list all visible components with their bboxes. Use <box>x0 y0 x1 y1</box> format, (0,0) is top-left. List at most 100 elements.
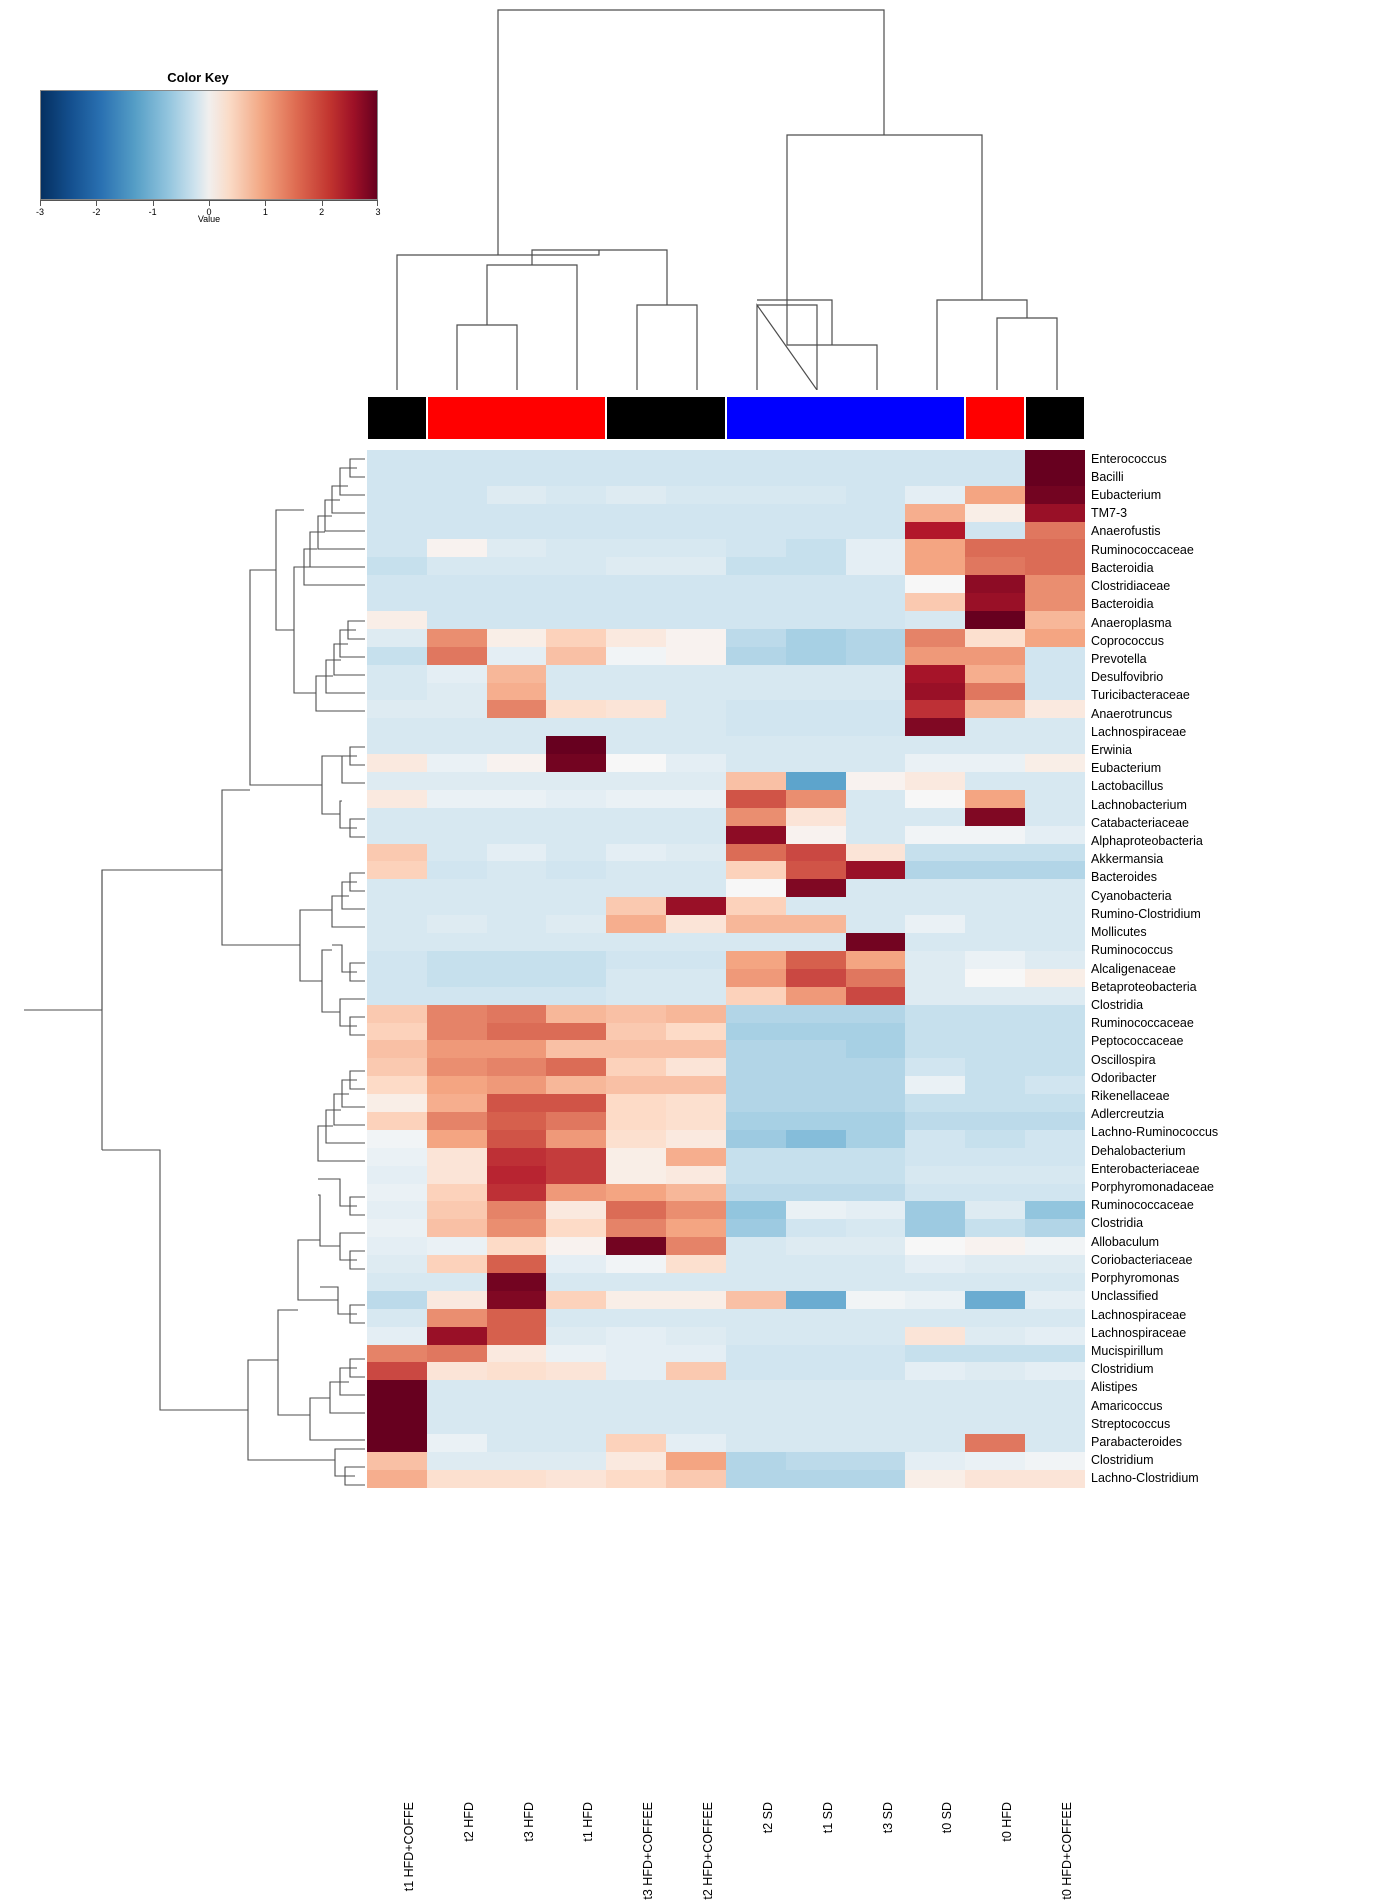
heatmap-cell <box>606 521 667 540</box>
heatmap-cell <box>666 879 726 898</box>
heatmap-cell <box>367 1433 427 1452</box>
heatmap-cell <box>426 611 487 629</box>
heatmap-cell <box>845 450 906 468</box>
heatmap-cell <box>905 1219 966 1238</box>
heatmap-cell <box>1025 1326 1085 1345</box>
heatmap-row <box>367 1308 1085 1327</box>
heatmap-cell <box>546 968 607 987</box>
heatmap-cell <box>486 754 547 773</box>
heatmap-cell <box>546 1469 607 1488</box>
heatmap-cell <box>725 1237 786 1256</box>
heatmap-cell <box>666 950 726 969</box>
heatmap-cell <box>546 1398 607 1417</box>
heatmap-row <box>367 718 1085 737</box>
heatmap-cell <box>965 807 1026 826</box>
color-key-value-label: Value <box>197 214 221 224</box>
heatmap-cell <box>1025 1183 1085 1202</box>
heatmap-cell <box>845 861 906 880</box>
heatmap-cell <box>1025 968 1085 987</box>
heatmap-cell <box>965 754 1026 773</box>
heatmap-row <box>367 557 1085 576</box>
heatmap-row-label: Catabacteriaceae <box>1091 815 1189 830</box>
color-key-tick <box>265 200 267 206</box>
heatmap-cell <box>725 1308 786 1327</box>
heatmap-cell <box>546 736 607 755</box>
heatmap-cell <box>965 1183 1026 1202</box>
heatmap-cell <box>785 789 846 808</box>
heatmap-cell <box>725 736 786 755</box>
heatmap-row <box>367 1004 1085 1023</box>
heatmap-cell <box>845 1255 906 1273</box>
heatmap-cell <box>785 843 846 862</box>
heatmap-cell <box>1025 754 1085 773</box>
color-key-tick-label: 0 <box>206 207 212 217</box>
heatmap-cell <box>367 1272 427 1291</box>
heatmap-row <box>367 933 1085 951</box>
heatmap-row <box>367 1326 1085 1345</box>
heatmap-cell <box>666 1469 726 1488</box>
heatmap-cell <box>785 503 846 522</box>
heatmap-cell <box>845 1416 906 1434</box>
heatmap-cell <box>666 1058 726 1077</box>
heatmap-cell <box>666 1219 726 1238</box>
heatmap-cell <box>367 1398 427 1417</box>
heatmap-cell <box>606 1219 667 1238</box>
heatmap-row <box>367 754 1085 773</box>
heatmap-cell <box>367 539 427 558</box>
heatmap-row-label: Prevotella <box>1091 651 1147 666</box>
heatmap-cell <box>666 1147 726 1166</box>
heatmap-cell <box>666 539 726 558</box>
heatmap-cell <box>606 503 667 522</box>
heatmap-cell <box>845 843 906 862</box>
heatmap-cell <box>965 1094 1026 1112</box>
heatmap-cell <box>486 718 547 737</box>
heatmap-cell <box>666 1040 726 1059</box>
heatmap-cell <box>785 611 846 629</box>
heatmap-cell <box>905 1129 966 1148</box>
heatmap-cell <box>965 450 1026 468</box>
heatmap-cell <box>606 1255 667 1273</box>
heatmap-cell <box>1025 682 1085 701</box>
heatmap-cell <box>606 1129 667 1148</box>
heatmap-cell <box>725 986 786 1005</box>
heatmap-cell <box>845 1362 906 1381</box>
heatmap-cell <box>1025 700 1085 719</box>
heatmap-row <box>367 1058 1085 1077</box>
heatmap-cell <box>725 539 786 558</box>
heatmap-row <box>367 611 1085 629</box>
heatmap-cell <box>606 825 667 844</box>
heatmap-cell <box>426 861 487 880</box>
heatmap-cell <box>725 628 786 647</box>
heatmap-row <box>367 1451 1085 1470</box>
heatmap-cell <box>426 1129 487 1148</box>
heatmap-cell <box>845 700 906 719</box>
heatmap-cell <box>845 807 906 826</box>
heatmap-cell <box>367 897 427 916</box>
heatmap-cell <box>486 915 547 934</box>
heatmap-cell <box>426 450 487 468</box>
heatmap-cell <box>1025 575 1085 594</box>
heatmap-cell <box>546 1147 607 1166</box>
heatmap-cell <box>845 628 906 647</box>
heatmap-cell <box>965 1344 1026 1363</box>
color-key-tick-label: 1 <box>262 207 268 217</box>
heatmap-cell <box>666 1111 726 1130</box>
heatmap-cell <box>426 933 487 951</box>
heatmap-cell <box>725 467 786 486</box>
heatmap-cell <box>546 503 607 522</box>
heatmap-cell <box>845 897 906 916</box>
heatmap-cell <box>725 933 786 951</box>
heatmap-cell <box>426 1308 487 1327</box>
heatmap-cell <box>486 682 547 701</box>
heatmap-cell <box>905 718 966 737</box>
heatmap-cell <box>725 1416 786 1434</box>
heatmap-cell <box>426 1183 487 1202</box>
heatmap-cell <box>1025 1165 1085 1184</box>
heatmap-cell <box>785 1129 846 1148</box>
heatmap-cell <box>1025 789 1085 808</box>
heatmap-cell <box>546 1129 607 1148</box>
heatmap-cell <box>666 807 726 826</box>
heatmap-cell <box>725 1380 786 1399</box>
heatmap-cell <box>725 825 786 844</box>
heatmap-cell <box>725 879 786 898</box>
